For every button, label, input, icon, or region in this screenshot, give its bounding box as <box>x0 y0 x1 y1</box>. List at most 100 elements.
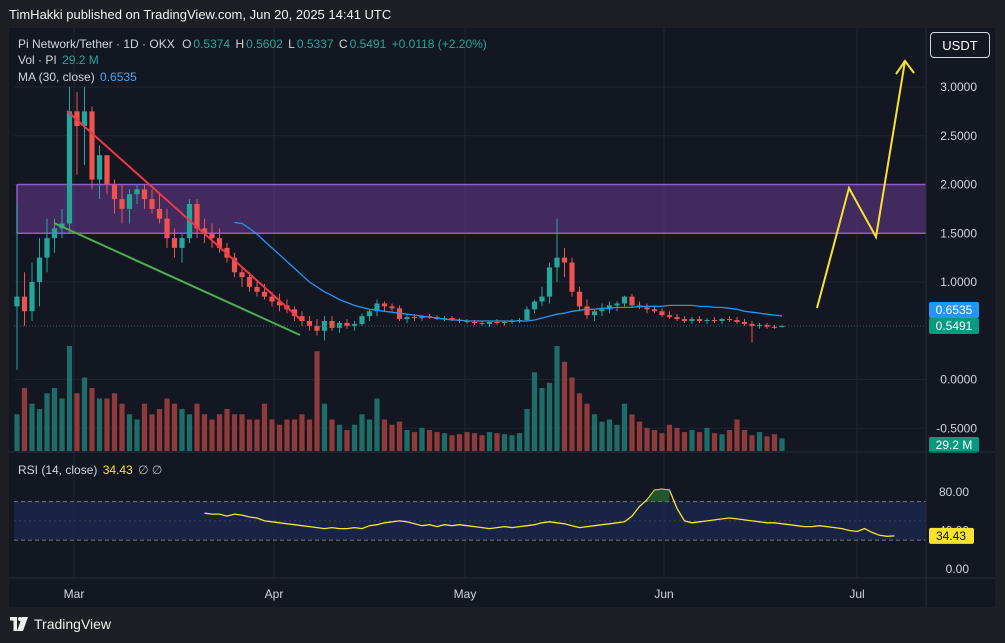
candle-body[interactable] <box>306 321 313 326</box>
rsi-label[interactable]: RSI (14, close) <box>18 463 98 477</box>
candle-body[interactable] <box>471 321 478 323</box>
candle-body[interactable] <box>666 315 673 318</box>
candle-body[interactable] <box>269 296 275 302</box>
candle-body[interactable] <box>29 282 35 312</box>
candle-body[interactable] <box>569 262 575 292</box>
candle-body[interactable] <box>411 317 418 319</box>
candle-body[interactable] <box>119 199 125 209</box>
candle-body[interactable] <box>51 228 58 239</box>
candle-body[interactable] <box>494 321 500 323</box>
candle-body[interactable] <box>404 317 410 320</box>
candle-body[interactable] <box>479 322 485 324</box>
candle-body[interactable] <box>531 301 538 310</box>
price-chart[interactable]: 3.0000 2.5000 2.0000 1.5000 1.0000 0.0000 -0.5… <box>9 28 995 607</box>
volume-bar <box>59 398 65 451</box>
candle-body[interactable] <box>374 303 380 312</box>
candle-body[interactable] <box>351 323 358 326</box>
candle-body[interactable] <box>14 296 20 307</box>
candle-body[interactable] <box>621 296 628 304</box>
candle-body[interactable] <box>381 303 388 307</box>
candle-body[interactable] <box>81 111 88 126</box>
candle-body[interactable] <box>126 194 133 209</box>
candle-body[interactable] <box>524 309 530 321</box>
candle-body[interactable] <box>584 306 590 316</box>
candle-body[interactable] <box>711 320 718 322</box>
candle-body[interactable] <box>539 296 545 302</box>
candle-body[interactable] <box>771 326 778 328</box>
candle-body[interactable] <box>261 291 268 297</box>
candle-body[interactable] <box>194 204 200 229</box>
candle-body[interactable] <box>104 155 110 185</box>
candle-body[interactable] <box>726 319 733 321</box>
candle-body[interactable] <box>164 218 170 239</box>
candle-body[interactable] <box>749 323 755 326</box>
projection-path[interactable] <box>816 60 906 309</box>
candle-body[interactable] <box>141 189 148 200</box>
candle-body[interactable] <box>149 199 155 209</box>
candle-body[interactable] <box>246 277 253 287</box>
candle-body[interactable] <box>96 155 103 180</box>
candle-body[interactable] <box>216 238 223 248</box>
candle-body[interactable] <box>44 238 50 258</box>
candle-body[interactable] <box>696 319 703 321</box>
candle-body[interactable] <box>359 316 365 324</box>
candle-body[interactable] <box>629 296 635 306</box>
symbol-name[interactable]: Pi Network/Tether · 1D · OKX <box>18 37 175 51</box>
candle-body[interactable] <box>89 111 95 180</box>
ma-label[interactable]: MA (30, close) <box>18 70 95 84</box>
candle-body[interactable] <box>756 324 763 326</box>
candle-body[interactable] <box>299 316 305 321</box>
candle-body[interactable] <box>344 322 350 326</box>
candle-body[interactable] <box>291 309 298 317</box>
candle-body[interactable] <box>659 311 665 316</box>
candle-body[interactable] <box>419 316 425 319</box>
candle-body[interactable] <box>719 319 725 321</box>
candle-body[interactable] <box>66 111 73 224</box>
candle-body[interactable] <box>156 208 163 219</box>
candle-body[interactable] <box>501 321 508 323</box>
volume-bar <box>119 403 125 451</box>
candle-body[interactable] <box>366 311 373 317</box>
candle-body[interactable] <box>704 320 710 322</box>
falling-wedge-top-line[interactable] <box>66 110 301 320</box>
candle-body[interactable] <box>239 272 245 278</box>
candle-body[interactable] <box>179 238 185 248</box>
candle-body[interactable] <box>314 325 320 331</box>
candle-body[interactable] <box>36 257 43 282</box>
candle-body[interactable] <box>486 321 493 324</box>
candle-body[interactable] <box>681 319 688 321</box>
candle-body[interactable] <box>779 325 785 328</box>
candle-body[interactable] <box>614 303 620 306</box>
candle-body[interactable] <box>201 228 208 234</box>
volume-label[interactable]: Vol · PI <box>18 53 57 67</box>
candle-body[interactable] <box>231 257 238 273</box>
candle-body[interactable] <box>336 322 343 328</box>
candle-body[interactable] <box>689 319 695 321</box>
candle-body[interactable] <box>554 257 560 268</box>
candle-body[interactable] <box>599 309 605 312</box>
candle-body[interactable] <box>209 233 215 239</box>
candle-body[interactable] <box>644 307 650 310</box>
candle-body[interactable] <box>134 189 140 195</box>
candle-body[interactable] <box>591 311 598 316</box>
candle-body[interactable] <box>674 317 680 320</box>
candle-body[interactable] <box>449 318 455 321</box>
candle-body[interactable] <box>651 309 658 312</box>
candle-body[interactable] <box>111 184 118 200</box>
candle-body[interactable] <box>546 267 553 297</box>
volume-bar <box>764 436 770 451</box>
candle-body[interactable] <box>561 257 568 263</box>
candle-body[interactable] <box>606 305 613 310</box>
candle-body[interactable] <box>254 286 260 292</box>
currency-button[interactable]: USDT <box>930 32 990 58</box>
candle-body[interactable] <box>734 320 740 322</box>
falling-wedge-bottom-line[interactable] <box>53 222 301 336</box>
candle-body[interactable] <box>21 296 28 312</box>
candle-body[interactable] <box>276 301 283 306</box>
candle-body[interactable] <box>389 306 395 309</box>
candle-body[interactable] <box>576 291 583 307</box>
candle-body[interactable] <box>321 321 328 331</box>
candle-body[interactable] <box>741 321 748 324</box>
candle-body[interactable] <box>171 238 178 248</box>
candle-body[interactable] <box>329 321 335 328</box>
